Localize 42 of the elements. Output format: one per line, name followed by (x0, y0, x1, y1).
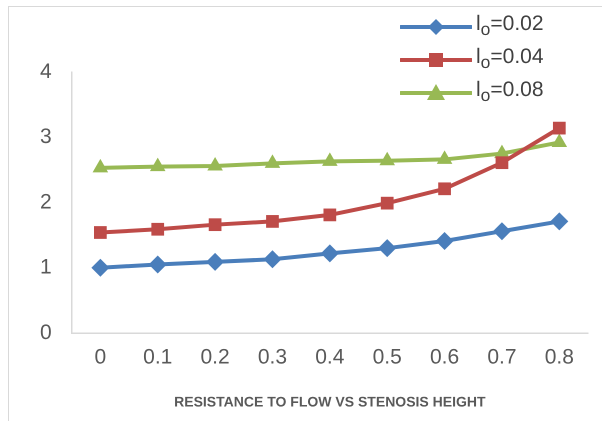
x-tick-label: 0.5 (372, 345, 402, 368)
point (151, 222, 164, 236)
point (208, 218, 222, 232)
point (378, 239, 396, 258)
point (150, 158, 166, 172)
point (550, 212, 568, 230)
point (263, 250, 282, 268)
x-tick-label: 0.7 (487, 345, 517, 368)
point (492, 222, 511, 240)
point (264, 154, 280, 168)
point (206, 252, 224, 271)
x-axis-title: RESISTANCE TO FLOW VS STENOSIS HEIGHT (174, 393, 486, 410)
point (207, 156, 223, 170)
point (323, 208, 336, 222)
x-tick-label: 0.2 (200, 345, 230, 368)
point (91, 258, 110, 277)
point (438, 182, 451, 196)
y-tick-label: 0 (40, 320, 52, 344)
point (266, 215, 279, 228)
point (148, 255, 167, 274)
point (322, 152, 338, 166)
x-tick-label: 0.8 (544, 345, 574, 368)
x-tick-label: 0.6 (430, 345, 460, 368)
point (92, 158, 108, 172)
point (436, 232, 454, 250)
point (552, 133, 568, 147)
legend-label: l$_{o}$=0.04 (476, 45, 544, 74)
x-tick-label: 0.1 (143, 345, 172, 368)
x-tick-label: 0 (94, 345, 106, 368)
y-tick-label: 4 (40, 60, 52, 83)
point (94, 226, 107, 239)
y-tick-label: 3 (40, 125, 52, 148)
x-tick-label: 0.3 (258, 345, 288, 368)
legend-label: l$_{o}$=0.08 (476, 78, 544, 107)
point (436, 150, 452, 164)
x-tick-label: 0.4 (315, 345, 345, 368)
legend-label: l$_{o}$=0.02 (476, 12, 544, 41)
y-tick-label: 1 (40, 256, 52, 279)
point (320, 244, 339, 262)
point (380, 196, 394, 210)
y-tick-label: 2 (40, 190, 52, 214)
point (379, 152, 396, 166)
